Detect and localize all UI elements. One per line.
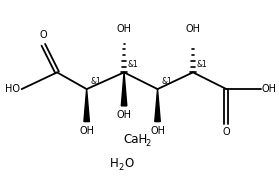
Text: OH: OH [117, 24, 132, 34]
Text: &1: &1 [91, 77, 101, 86]
Text: OH: OH [150, 126, 165, 136]
Text: &1: &1 [162, 77, 172, 86]
Polygon shape [84, 89, 89, 122]
Text: &1: &1 [128, 60, 139, 70]
Text: H: H [110, 157, 119, 170]
Polygon shape [121, 72, 127, 106]
Text: O: O [124, 157, 133, 170]
Text: 2: 2 [118, 163, 123, 172]
Text: OH: OH [79, 126, 94, 136]
Text: HO: HO [5, 84, 20, 94]
Text: &1: &1 [197, 60, 208, 70]
Text: OH: OH [262, 84, 277, 94]
Text: 2: 2 [146, 139, 151, 148]
Text: OH: OH [117, 110, 132, 120]
Text: O: O [223, 127, 230, 137]
Text: O: O [40, 30, 47, 40]
Polygon shape [155, 89, 160, 122]
Text: CaH: CaH [123, 133, 147, 146]
Text: OH: OH [186, 24, 201, 34]
